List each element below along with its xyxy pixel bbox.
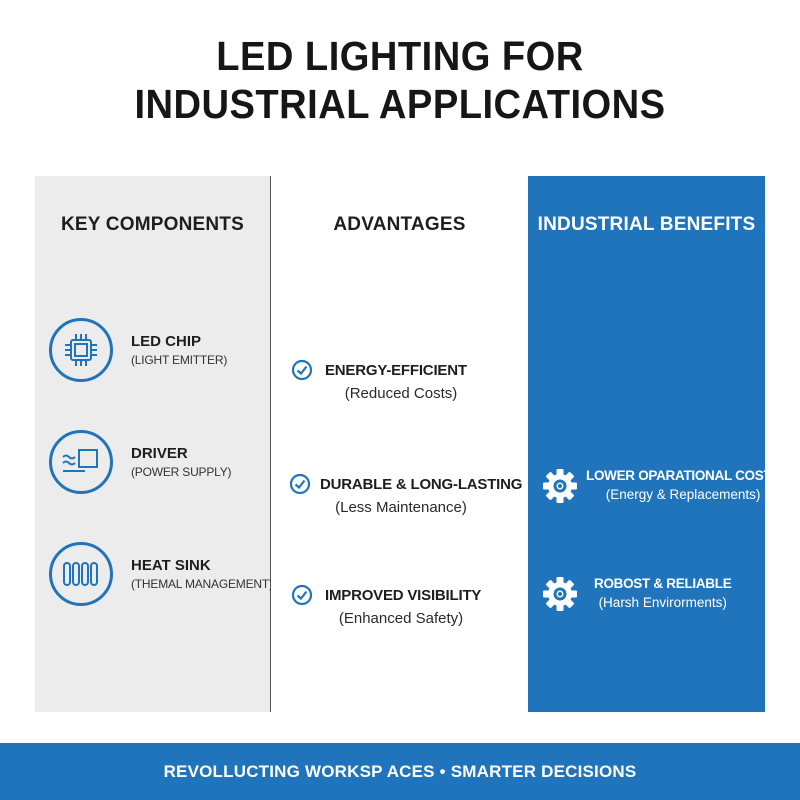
advantage-title: IMPROVED VISIBILITY bbox=[325, 586, 482, 604]
advantage-durable: DURABLE & LONG-LASTING (Less Maintenance… bbox=[271, 473, 531, 516]
power-supply-icon bbox=[49, 430, 113, 494]
page-title: LED LIGHTING FOR INDUSTRIAL APPLICATIONS bbox=[28, 32, 772, 128]
industrial-benefits-heading: INDUSTRIAL BENEFITS bbox=[537, 214, 756, 235]
advantages-heading: ADVANTAGES bbox=[333, 214, 466, 235]
component-title: DRIVER bbox=[131, 445, 188, 462]
component-subtitle: (POWER SUPPLY) bbox=[131, 465, 232, 479]
footer-banner: REVOLLUCTING WORKSP ACES • SMARTER DECIS… bbox=[0, 743, 800, 800]
advantage-title: ENERGY-EFFICIENT bbox=[325, 361, 467, 379]
check-circle-icon bbox=[291, 359, 313, 381]
microchip-icon bbox=[49, 318, 113, 382]
advantage-subtitle: (Less Maintenance) bbox=[335, 499, 467, 516]
heat-sink-fins-icon bbox=[49, 542, 113, 606]
advantage-title: DURABLE & LONG-LASTING bbox=[320, 475, 523, 493]
check-circle-icon bbox=[289, 473, 311, 495]
advantages-panel: ADVANTAGES ENERGY-EFFICIENT (Reduced Cos… bbox=[271, 176, 528, 712]
component-title: HEAT SINK bbox=[131, 557, 211, 574]
component-led-chip: LED CHIP (LIGHT EMITTER) bbox=[49, 318, 227, 382]
gear-icon bbox=[543, 577, 577, 611]
gear-icon bbox=[543, 469, 577, 503]
footer-tagline: REVOLLUCTING WORKSP ACES • SMARTER DECIS… bbox=[163, 761, 637, 781]
component-subtitle: (LIGHT EMITTER) bbox=[131, 353, 228, 367]
advantage-visibility: IMPROVED VISIBILITY (Enhanced Safety) bbox=[271, 584, 531, 627]
component-subtitle: (THEMAL MANAGEMENT) bbox=[131, 577, 273, 591]
component-title: LED CHIP bbox=[131, 333, 202, 350]
component-driver: DRIVER (POWER SUPPLY) bbox=[49, 430, 232, 494]
page-title-line-2: INDUSTRIAL APPLICATIONS bbox=[134, 81, 666, 127]
benefit-lower-costs: LOWER OPARATIONAL COSTS (Energy & Replac… bbox=[528, 466, 780, 506]
benefit-title: LOWER OPARATIONAL COSTS bbox=[586, 468, 781, 483]
advantage-subtitle: (Reduced Costs) bbox=[344, 385, 458, 402]
benefit-robust-reliable: ROBOST & RELIABLE (Harsh Envirorments) bbox=[528, 574, 765, 614]
check-circle-icon bbox=[291, 584, 313, 606]
advantage-subtitle: (Enhanced Safety) bbox=[338, 610, 464, 627]
component-heat-sink: HEAT SINK (THEMAL MANAGEMENT) bbox=[49, 542, 273, 606]
benefit-title: ROBOST & RELIABLE bbox=[594, 576, 732, 591]
key-components-heading: KEY COMPONENTS bbox=[61, 214, 244, 235]
key-components-panel: KEY COMPONENTS LED CHIP (LIGHT EMITTER) bbox=[35, 176, 273, 712]
advantage-energy-efficient: ENERGY-EFFICIENT (Reduced Costs) bbox=[271, 359, 531, 402]
page-title-line-1: LED LIGHTING FOR bbox=[216, 33, 584, 79]
industrial-benefits-panel: INDUSTRIAL BENEFITS LOWER OPARATIONAL CO… bbox=[528, 176, 780, 712]
benefit-subtitle: (Energy & Replacements) bbox=[605, 487, 761, 502]
benefit-subtitle: (Harsh Envirorments) bbox=[598, 595, 727, 610]
